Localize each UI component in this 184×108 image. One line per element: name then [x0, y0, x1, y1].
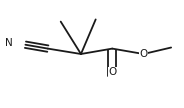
Text: O: O: [108, 67, 116, 77]
Text: N: N: [5, 38, 13, 48]
Text: O: O: [139, 49, 148, 59]
